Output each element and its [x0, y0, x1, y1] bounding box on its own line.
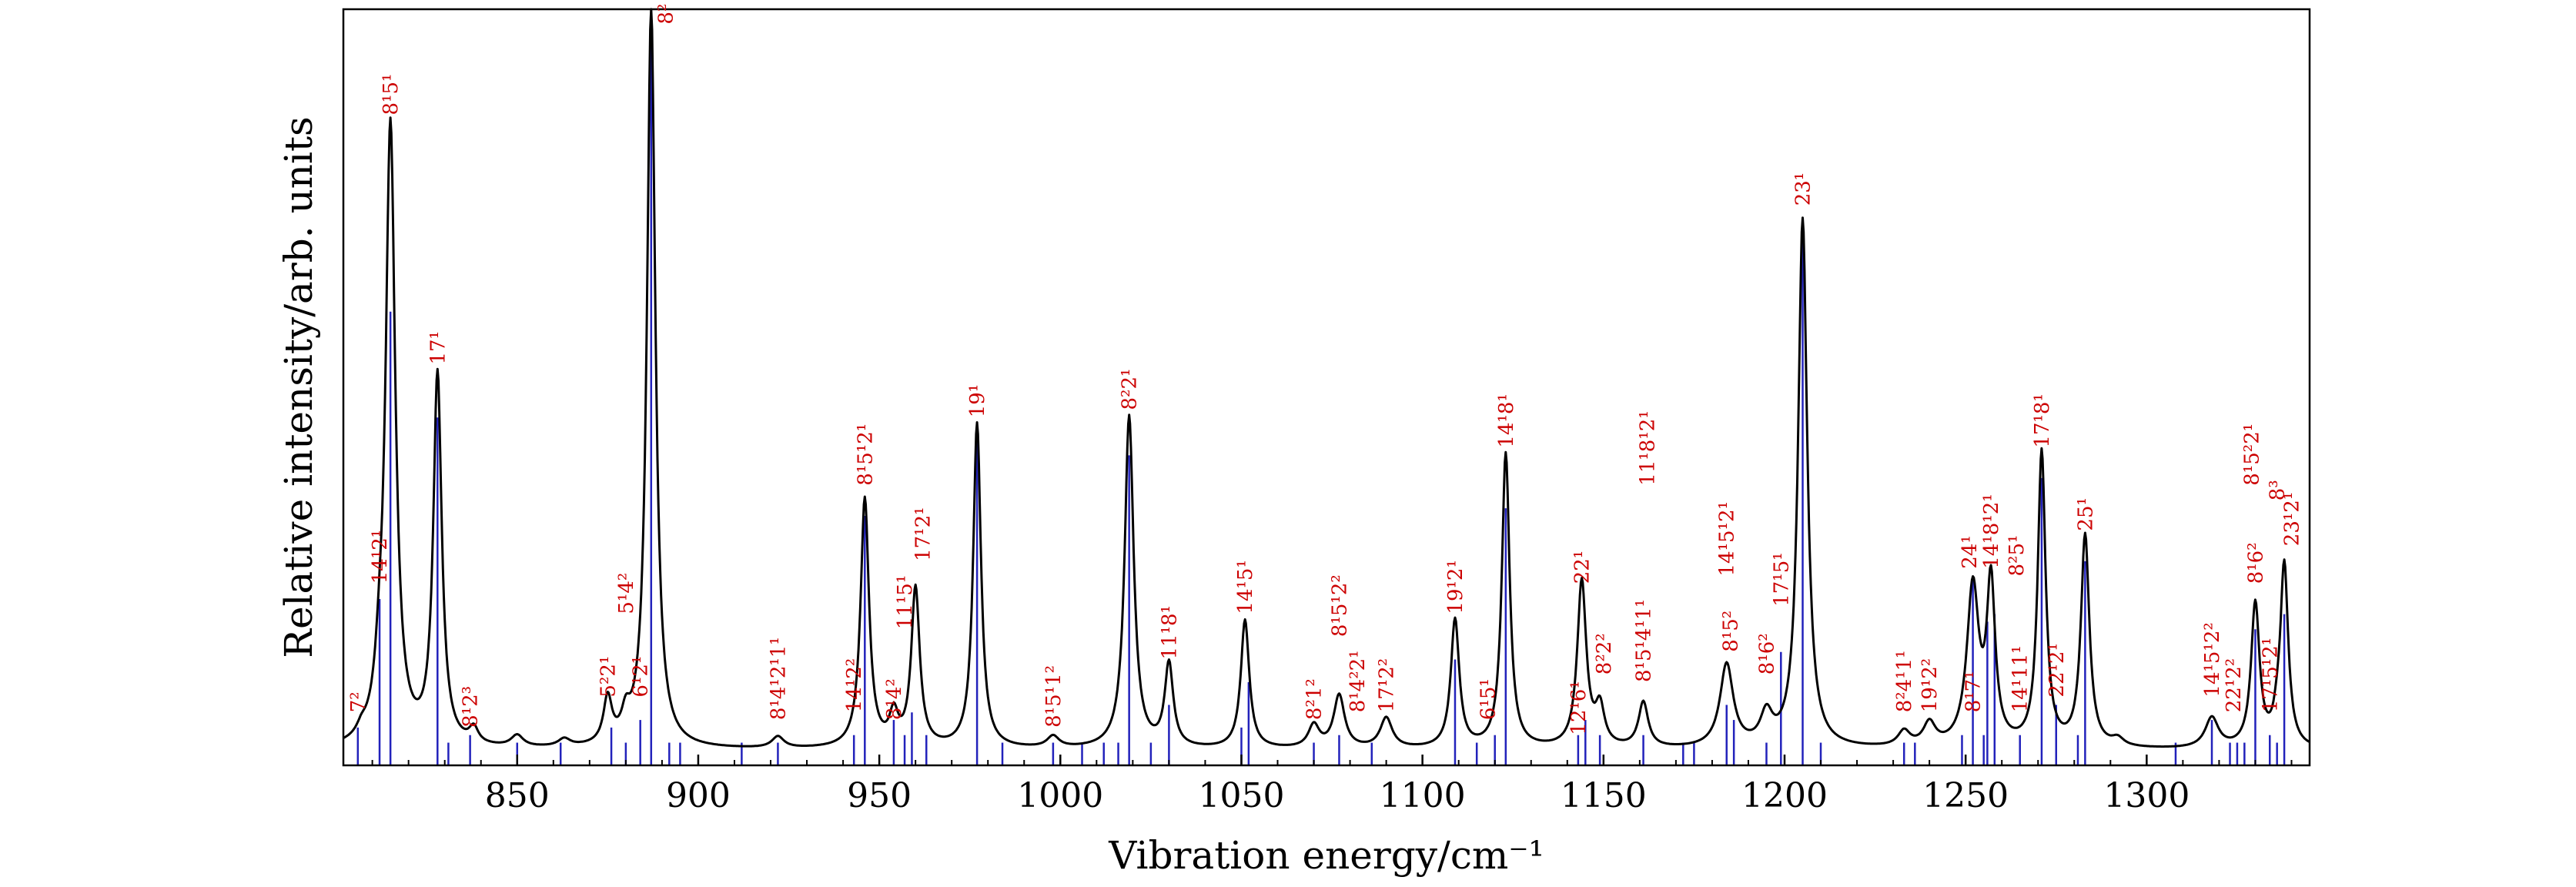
peak-label: 5¹4² — [615, 573, 638, 614]
stick-spectrum — [356, 39, 2286, 765]
peak-label: 19¹ — [966, 384, 989, 418]
peak-label: 8¹4² — [883, 678, 906, 720]
peak-label: 8¹4²2¹ — [1347, 650, 1370, 712]
peak-label: 8²2² — [1593, 633, 1616, 674]
peak-label: 8¹6² — [2244, 542, 2267, 584]
peak-annotations: 7² 14¹2¹ 8¹5¹ 17¹ 8¹2³ 5²2¹ 5¹4² 6¹2¹ 8² 8¹4¹2¹1¹… — [347, 4, 2304, 735]
peak-label: 11¹8¹2¹ — [1636, 410, 1659, 485]
peak-label: 19¹2² — [1919, 658, 1942, 712]
peak-label: 8¹5¹4¹1¹ — [1633, 599, 1656, 682]
peak-label: 11¹8¹ — [1158, 605, 1181, 659]
peak-label: 17¹5¹2¹ — [2259, 638, 2282, 712]
peak-label: 8¹5¹1² — [1042, 665, 1066, 728]
x-tick-label: 1250 — [1922, 776, 2009, 815]
peak-label: 14¹5¹2¹ — [1716, 501, 1739, 576]
peak-label: 25¹ — [2074, 497, 2097, 531]
peak-label: 22¹2¹ — [2046, 643, 2069, 697]
x-tick-label: 1100 — [1380, 776, 1466, 815]
peak-label: 17¹ — [427, 331, 450, 365]
peak-label: 8¹5¹ — [380, 74, 403, 115]
x-tick-label: 1150 — [1561, 776, 1647, 815]
peak-label: 19¹2¹ — [1444, 560, 1467, 614]
peak-label: 8²4¹1¹ — [1893, 650, 1916, 712]
x-tick-label: 1200 — [1741, 776, 1828, 815]
peak-label: 6¹5¹ — [1477, 678, 1500, 720]
peak-label: 5²2¹ — [597, 656, 620, 698]
x-tick-label: 1000 — [1017, 776, 1103, 815]
peak-label: 8²2¹ — [1119, 369, 1142, 410]
x-tick-label: 1050 — [1198, 776, 1284, 815]
peak-label: 23¹ — [1792, 172, 1815, 206]
peak-label: 14¹8¹2¹ — [1980, 494, 2003, 568]
x-axis-label: Vibration energy/cm⁻¹ — [1108, 833, 1544, 878]
peak-label: 12¹6¹ — [1567, 681, 1591, 735]
peak-label: 14¹8¹ — [1495, 393, 1518, 447]
peak-label: 17¹2¹ — [912, 507, 935, 561]
peak-label: 7² — [347, 691, 370, 712]
peak-label: 6¹2¹ — [630, 656, 653, 698]
peak-label: 8³ — [2267, 480, 2290, 500]
peak-label: 22¹ — [1571, 551, 1594, 584]
peak-label: 14¹5¹2² — [2201, 622, 2224, 697]
peak-label: 8¹7¹ — [1962, 671, 1986, 712]
peak-label: 11¹5¹ — [894, 575, 917, 629]
spectrum-envelope-line — [343, 8, 2310, 748]
x-tick-label: 850 — [485, 776, 550, 815]
peak-label: 17¹2² — [1376, 658, 1399, 712]
peak-label: 24¹ — [1959, 535, 1982, 569]
peak-label: 14¹11¹ — [2009, 645, 2032, 712]
y-axis-label: Relative intensity/arb. units — [276, 116, 321, 658]
peak-label: 8¹5²2¹ — [2241, 423, 2264, 486]
x-tick-label: 950 — [847, 776, 912, 815]
peak-label: 8¹6² — [1756, 633, 1779, 674]
peak-label: 8¹5¹2¹ — [854, 423, 877, 486]
x-tick-label: 900 — [666, 776, 731, 815]
peak-label: 8¹5² — [1719, 611, 1742, 652]
peak-label: 8² — [655, 4, 678, 25]
x-axis-ticks: 850 900 950 1000 1050 1100 1150 1200 1250 1300 — [371, 755, 2293, 815]
peak-label: 14¹2¹ — [369, 530, 392, 584]
peak-label: 8¹4¹2¹1¹ — [767, 637, 790, 720]
plot-frame — [342, 8, 2311, 767]
peak-label: 17¹5¹ — [1770, 552, 1793, 606]
peak-label: 23¹2¹ — [2281, 492, 2304, 546]
peak-label: 14¹2² — [843, 658, 866, 712]
peak-label: 8²5¹ — [2006, 535, 2029, 577]
peak-label: 22¹2² — [2223, 658, 2246, 712]
x-tick-label: 1300 — [2103, 776, 2190, 815]
peak-label: 17¹8¹ — [2031, 393, 2054, 447]
peak-label: 14¹5¹ — [1234, 560, 1257, 614]
peak-label: 8¹5¹2² — [1329, 574, 1352, 637]
peak-label: 8¹2³ — [460, 686, 483, 728]
peak-label: 8²1² — [1303, 678, 1326, 720]
